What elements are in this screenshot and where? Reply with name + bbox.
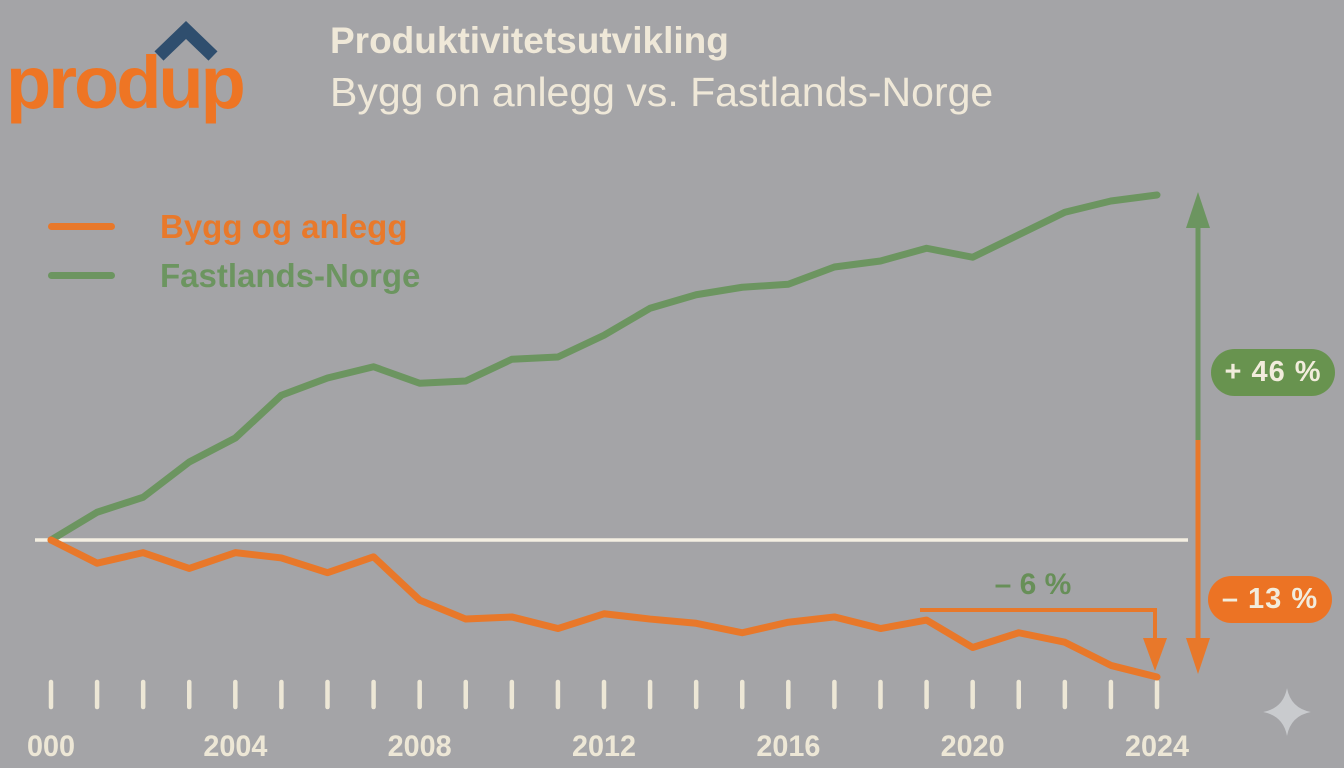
bracket-line bbox=[920, 608, 1157, 640]
header: Produktivitetsutvikling Bygg on anlegg v… bbox=[330, 20, 993, 116]
x-axis-label: 2024 bbox=[1125, 730, 1189, 763]
x-axis-label: 2020 bbox=[941, 730, 1005, 763]
bygg-og-anlegg-line bbox=[47, 536, 1161, 681]
legend-label: Bygg og anlegg bbox=[160, 208, 408, 245]
legend-item-bygg: Bygg og anlegg bbox=[48, 202, 420, 251]
legend-label: Fastlands-Norge bbox=[160, 257, 421, 294]
bracket-arrow-down-icon bbox=[1143, 638, 1167, 671]
green-line-swatch bbox=[48, 272, 115, 279]
x-axis-labels: 000 2004 2008 2012 2016 2020 2024 bbox=[27, 730, 1189, 763]
page-subtitle: Bygg on anlegg vs. Fastlands-Norge bbox=[330, 68, 994, 115]
x-axis-ticks bbox=[48, 679, 1160, 710]
x-axis-label: 2016 bbox=[756, 730, 820, 763]
green-arrow-up-icon bbox=[1186, 192, 1210, 228]
bracket-value-label: – 6 % bbox=[994, 568, 1072, 601]
x-axis-label: 000 bbox=[27, 730, 75, 763]
page-title: Produktivitetsutvikling bbox=[330, 20, 729, 61]
green-change-badge: + 46 % bbox=[1211, 349, 1335, 396]
x-axis-label: 2004 bbox=[203, 730, 267, 763]
orange-line-swatch bbox=[48, 223, 115, 230]
fastlands-norge-line bbox=[47, 191, 1161, 544]
x-axis-label: 2012 bbox=[572, 730, 636, 763]
change-arrow bbox=[1186, 192, 1210, 674]
bracket-annotation bbox=[920, 608, 1167, 671]
orange-change-badge: – 13 % bbox=[1208, 576, 1332, 623]
x-axis-label: 2008 bbox=[388, 730, 452, 763]
data-series bbox=[47, 191, 1161, 681]
sparkle-icon bbox=[1263, 688, 1311, 736]
chevron-up-icon bbox=[154, 20, 218, 61]
orange-arrow-down-icon bbox=[1186, 638, 1210, 674]
legend-item-fastlands: Fastlands-Norge bbox=[48, 251, 420, 300]
legend: Bygg og anlegg Fastlands-Norge bbox=[48, 202, 420, 300]
